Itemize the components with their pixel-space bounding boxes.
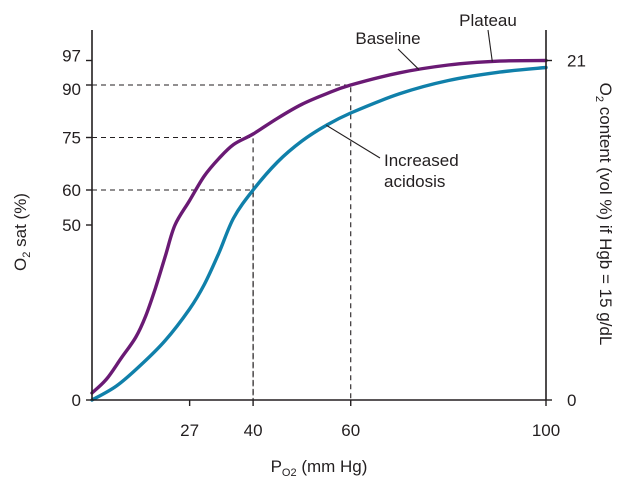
- guide-line-40-60: [92, 189, 254, 400]
- left-y-tick-label-90: 90: [62, 80, 81, 99]
- right-y-tick-label-0: 0: [567, 391, 576, 410]
- left-y-axis-label: O2 sat (%): [11, 193, 33, 271]
- series-line-acidosis: [90, 65, 548, 402]
- annotation-baseline: Baseline: [355, 29, 420, 48]
- x-axis-label: PO2 (mm Hg): [271, 457, 368, 479]
- annotation-plateau: Plateau: [459, 11, 517, 30]
- guide-line-40-75: [92, 136, 254, 400]
- left-y-tick-label-50: 50: [62, 216, 81, 235]
- right-y-tick-label-21: 21: [567, 52, 586, 71]
- left-y-tick-label-97: 97: [62, 47, 81, 66]
- guide-line-60-90: [92, 84, 352, 400]
- annotation-leader-1: [397, 48, 420, 71]
- guide-lines: [92, 84, 352, 400]
- axis-ticks: 27 40 60 100 0 50 60 75 90 97 0 21: [62, 47, 586, 441]
- axes: [91, 30, 547, 401]
- right-y-axis-label: O2 content (vol %) if Hgb = 15 g/dL: [593, 83, 615, 346]
- x-tick-label-40: 40: [244, 421, 263, 440]
- curve-annotations: Plateau Baseline Increased acidosis: [326, 11, 517, 191]
- x-tick-label-60: 60: [341, 421, 360, 440]
- x-tick-label-27: 27: [180, 421, 199, 440]
- left-y-tick-label-60: 60: [62, 181, 81, 200]
- x-tick-label-100: 100: [532, 421, 560, 440]
- annotation-increased-acidosis: Increased acidosis: [384, 151, 459, 191]
- x-axis-label-subscript: O2: [282, 467, 297, 479]
- left-y-tick-label-0: 0: [72, 391, 81, 410]
- series-line-baseline: [90, 58, 548, 395]
- series-curves: [90, 58, 548, 402]
- left-y-tick-label-75: 75: [62, 129, 81, 148]
- annotation-leader-0: [487, 29, 493, 62]
- annotation-leader-2: [326, 124, 381, 159]
